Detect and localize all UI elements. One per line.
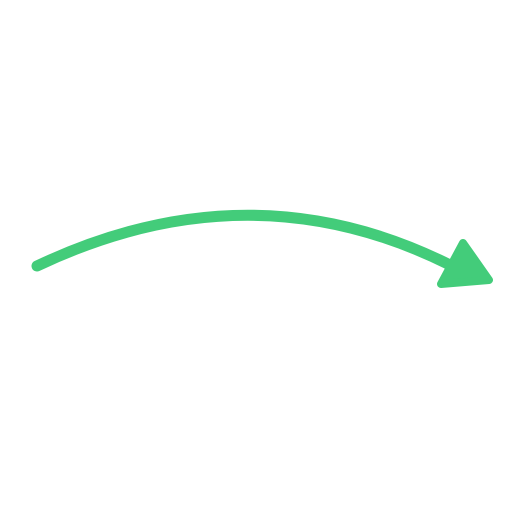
arrow-shaft <box>31 209 456 272</box>
arrow-head <box>437 239 493 288</box>
